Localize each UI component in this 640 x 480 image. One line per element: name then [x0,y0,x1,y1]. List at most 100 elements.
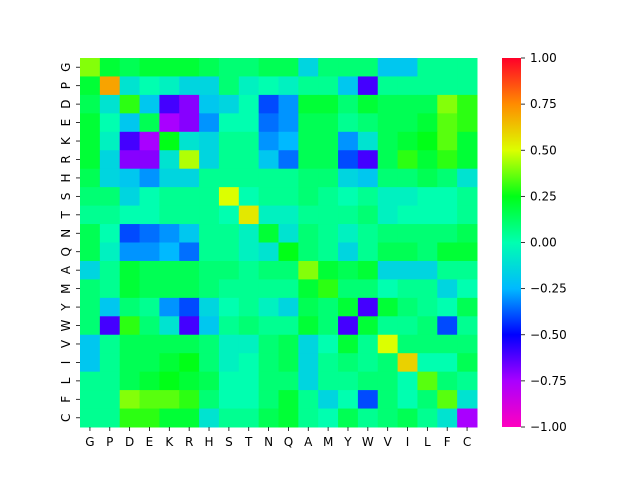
heatmap-cell-N-K [159,224,180,243]
heatmap-cell-L-G [80,371,101,391]
heatmap-cell-V-K [159,334,180,354]
heatmap-cell-I-D [119,353,141,373]
heatmap-cell-N-Q [278,224,299,243]
heatmap-cell-D-K [159,94,180,114]
heatmap-cell-R-C [457,150,478,170]
heatmap-cell-D-Q [278,94,299,114]
heatmap-cell-S-W [357,187,379,207]
x-tick-label: A [304,435,313,449]
heatmap-cell-F-N [258,390,279,410]
heatmap-cell-A-P [99,260,121,280]
heatmap-cell-F-A [298,390,319,410]
heatmap-cell-V-L [417,334,438,354]
heatmap-cell-M-A [298,279,319,299]
heatmap-cell-D-E [139,94,160,114]
heatmap-cell-L-H [199,371,220,391]
heatmap-cells [80,58,478,428]
heatmap-cell-I-K [159,353,180,373]
heatmap-cell-N-G [80,224,101,243]
heatmap-cell-Q-N [258,242,279,262]
heatmap-cell-Q-P [99,242,121,262]
heatmap-cell-R-G [80,150,101,170]
heatmap-cell-W-M [318,316,339,336]
heatmap-cell-V-F [437,334,458,354]
heatmap-cell-P-A [298,76,319,96]
heatmap-cell-W-I [397,316,418,336]
heatmap-cell-F-M [318,390,339,410]
heatmap-cell-P-L [417,76,438,96]
x-tick-label: V [384,435,393,449]
heatmap-cell-P-Y [338,76,359,96]
heatmap-cell-L-N [258,371,279,391]
heatmap-cell-N-I [397,224,418,243]
heatmap-cell-Y-W [357,297,379,317]
y-tick-label: A [59,265,73,274]
heatmap-cell-G-K [159,58,180,77]
heatmap-cell-M-L [417,279,438,299]
heatmap-cell-G-G [80,58,101,77]
x-tick-label: H [205,435,214,449]
heatmap-cell-Y-R [179,297,200,317]
heatmap-cell-W-V [377,316,399,336]
heatmap-cell-M-I [397,279,418,299]
heatmap-cell-L-C [457,371,478,391]
heatmap-cell-I-A [298,353,319,373]
heatmap-cell-H-E [139,168,160,188]
heatmap-cell-V-V [377,334,399,354]
heatmap-cell-C-Q [278,408,299,428]
heatmap-cell-W-Q [278,316,299,336]
heatmap-cell-V-H [199,334,220,354]
heatmap-cell-T-M [318,205,339,225]
heatmap-cell-H-W [357,168,379,188]
heatmap-cell-R-P [99,150,121,170]
heatmap-cell-C-I [397,408,418,428]
heatmap-cell-T-A [298,205,319,225]
heatmap-cell-F-V [377,390,399,410]
heatmap-cell-V-G [80,334,101,354]
heatmap-cell-P-R [179,76,200,96]
heatmap-cell-V-D [119,334,141,354]
heatmap-cell-Y-C [457,297,478,317]
heatmap-cell-M-V [377,279,399,299]
heatmap-cell-F-C [457,390,478,410]
heatmap-cell-H-Q [278,168,299,188]
heatmap-cell-H-G [80,168,101,188]
heatmap-cell-I-I [397,353,418,373]
colorbar-tick-label: 0.00 [530,236,557,250]
heatmap-cell-E-D [119,113,141,133]
heatmap-cell-S-C [457,187,478,207]
heatmap-cell-V-A [298,334,319,354]
heatmap-cell-E-N [258,113,279,133]
heatmap-cell-I-T [238,353,260,373]
heatmap-cell-V-E [139,334,160,354]
colorbar-tick-label: −0.25 [530,282,567,296]
heatmap-cell-D-M [318,94,339,114]
heatmap-cell-Q-T [238,242,260,262]
heatmap-cell-T-Y [338,205,359,225]
heatmap-cell-A-I [397,260,418,280]
heatmap-cell-R-Y [338,150,359,170]
heatmap-cell-V-R [179,334,200,354]
heatmap-cell-T-V [377,205,399,225]
heatmap-cell-P-S [218,76,240,96]
heatmap-cell-K-M [318,131,339,151]
heatmap-cell-G-Q [278,58,299,77]
heatmap-cell-C-Y [338,408,359,428]
heatmap-cell-I-M [318,353,339,373]
heatmap-cell-M-T [238,279,260,299]
heatmap-cell-N-R [179,224,200,243]
heatmap-cell-R-D [119,150,141,170]
x-tick-label: D [125,435,134,449]
heatmap-cell-K-P [99,131,121,151]
heatmap-cell-A-H [199,260,220,280]
y-tick-label: D [59,100,73,109]
heatmap-cell-G-C [457,58,478,77]
heatmap-cell-G-N [258,58,279,77]
y-tick-label: F [59,396,73,403]
heatmap-cell-N-F [437,224,458,243]
heatmap-cell-K-V [377,131,399,151]
heatmap-cell-S-K [159,187,180,207]
heatmap-cell-W-E [139,316,160,336]
heatmap-cell-T-H [199,205,220,225]
